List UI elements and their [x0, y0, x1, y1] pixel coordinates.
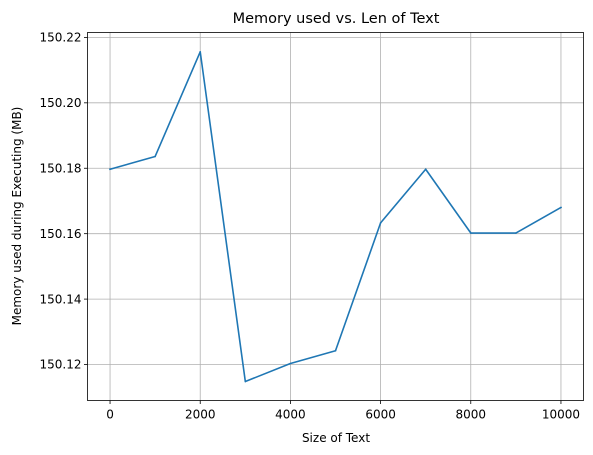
data-point — [379, 222, 382, 224]
y-tick-label: 150.12 — [40, 358, 82, 372]
data-point — [154, 155, 156, 158]
y-tick-label: 150.22 — [40, 31, 82, 45]
x-tick-label: 6000 — [365, 408, 396, 422]
series-line — [109, 51, 563, 383]
chart-title: Memory used vs. Len of Text — [233, 11, 440, 27]
data-point — [244, 380, 247, 383]
x-tick-label: 0 — [106, 408, 114, 422]
data-point — [424, 168, 427, 171]
x-tick-label: 8000 — [455, 408, 486, 422]
grid — [87, 32, 584, 401]
x-axis-label: Size of Text — [302, 431, 370, 445]
x-tick-label: 2000 — [185, 408, 216, 422]
data-point — [334, 349, 337, 352]
data-point — [515, 232, 517, 234]
y-axis-ticks: 150.12 150.14 150.16 150.18 150.20 150.22 — [40, 31, 88, 372]
y-axis-label: Memory used during Executing (MB) — [10, 107, 24, 326]
x-tick-label: 4000 — [275, 408, 306, 422]
data-points — [109, 50, 562, 383]
y-tick-label: 150.14 — [40, 292, 82, 306]
data-point — [560, 206, 562, 209]
data-point — [469, 232, 472, 234]
y-tick-label: 150.18 — [40, 161, 82, 175]
x-tick-label: 10000 — [542, 408, 580, 422]
data-point — [109, 168, 111, 171]
x-axis-ticks: 0 2000 4000 6000 8000 10000 — [106, 400, 580, 422]
data-point — [289, 362, 292, 365]
plot-area-frame — [87, 32, 584, 401]
y-tick-label: 150.20 — [40, 96, 82, 110]
data-point — [199, 50, 202, 53]
y-tick-label: 150.16 — [40, 227, 82, 241]
